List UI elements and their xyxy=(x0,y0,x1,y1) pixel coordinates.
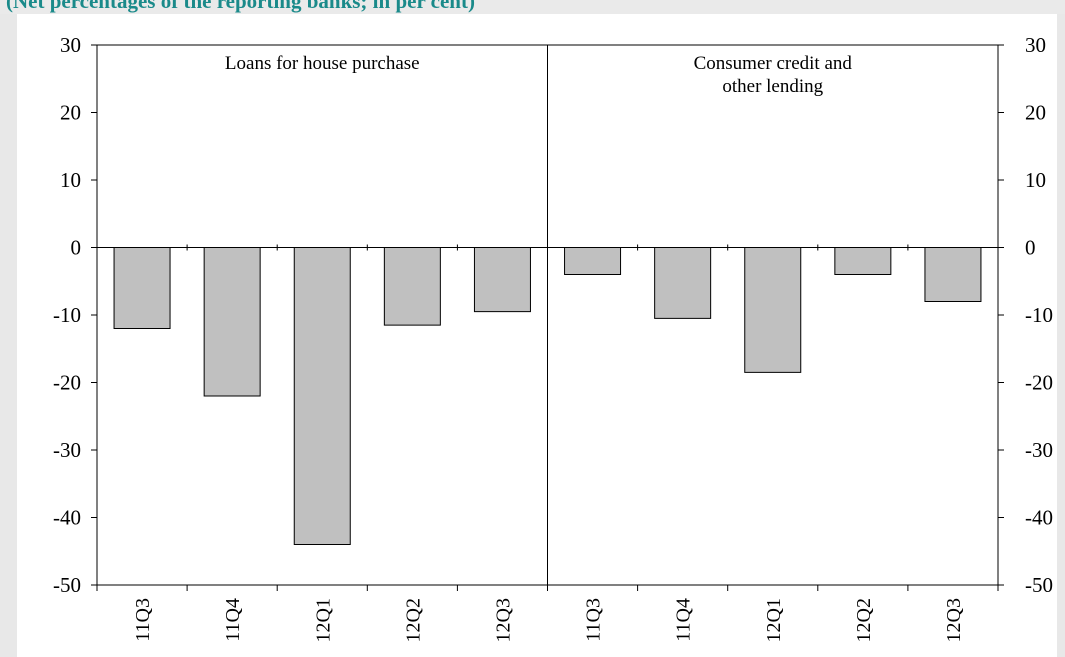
y-tick-label-left: -10 xyxy=(53,303,81,327)
x-tick-label: 12Q2 xyxy=(402,598,424,642)
y-tick-label-left: -50 xyxy=(53,573,81,597)
y-tick-label-right: -30 xyxy=(1025,438,1053,462)
x-tick-label: 12Q3 xyxy=(492,598,514,642)
y-tick-label-right: -20 xyxy=(1025,371,1053,395)
x-tick-label: 11Q4 xyxy=(673,598,695,642)
panel-label: Loans for house purchase xyxy=(225,53,420,74)
y-tick-label-left: -30 xyxy=(53,438,81,462)
bar xyxy=(744,247,802,373)
y-tick-label-left: 10 xyxy=(60,168,81,192)
bar xyxy=(473,247,531,313)
bar xyxy=(654,247,712,319)
y-tick-label-right: 20 xyxy=(1025,101,1046,125)
bar xyxy=(924,247,982,302)
bar xyxy=(834,247,892,275)
panel-label: other lending xyxy=(722,76,823,97)
bar xyxy=(113,247,171,329)
y-tick-label-left: -40 xyxy=(53,506,81,530)
y-tick-label-left: 20 xyxy=(60,101,81,125)
bar xyxy=(293,247,351,545)
y-tick-label-left: 30 xyxy=(60,33,81,57)
bar xyxy=(203,247,261,397)
bar xyxy=(564,247,622,275)
y-tick-label-left: -20 xyxy=(53,371,81,395)
bar xyxy=(383,247,441,326)
x-tick-label: 12Q2 xyxy=(853,598,875,642)
y-tick-label-right: -40 xyxy=(1025,506,1053,530)
plot-background xyxy=(17,14,1057,657)
y-tick-label-left: 0 xyxy=(71,236,82,260)
y-tick-label-right: 30 xyxy=(1025,33,1046,57)
x-tick-label: 11Q3 xyxy=(583,598,605,642)
chart-subtitle: (Net percentages of the reporting banks;… xyxy=(6,0,475,13)
x-tick-label: 11Q3 xyxy=(132,598,154,642)
x-tick-label: 12Q3 xyxy=(943,598,965,642)
y-tick-label-right: -50 xyxy=(1025,573,1053,597)
y-tick-label-right: 10 xyxy=(1025,168,1046,192)
y-tick-label-right: -10 xyxy=(1025,303,1053,327)
panel-label: Consumer credit and xyxy=(694,53,853,74)
header-strip: (Net percentages of the reporting banks;… xyxy=(0,0,1065,14)
y-tick-label-right: 0 xyxy=(1025,236,1036,260)
x-tick-label: 12Q1 xyxy=(763,598,785,642)
x-tick-label: 11Q4 xyxy=(222,598,244,642)
x-tick-label: 12Q1 xyxy=(312,598,334,642)
